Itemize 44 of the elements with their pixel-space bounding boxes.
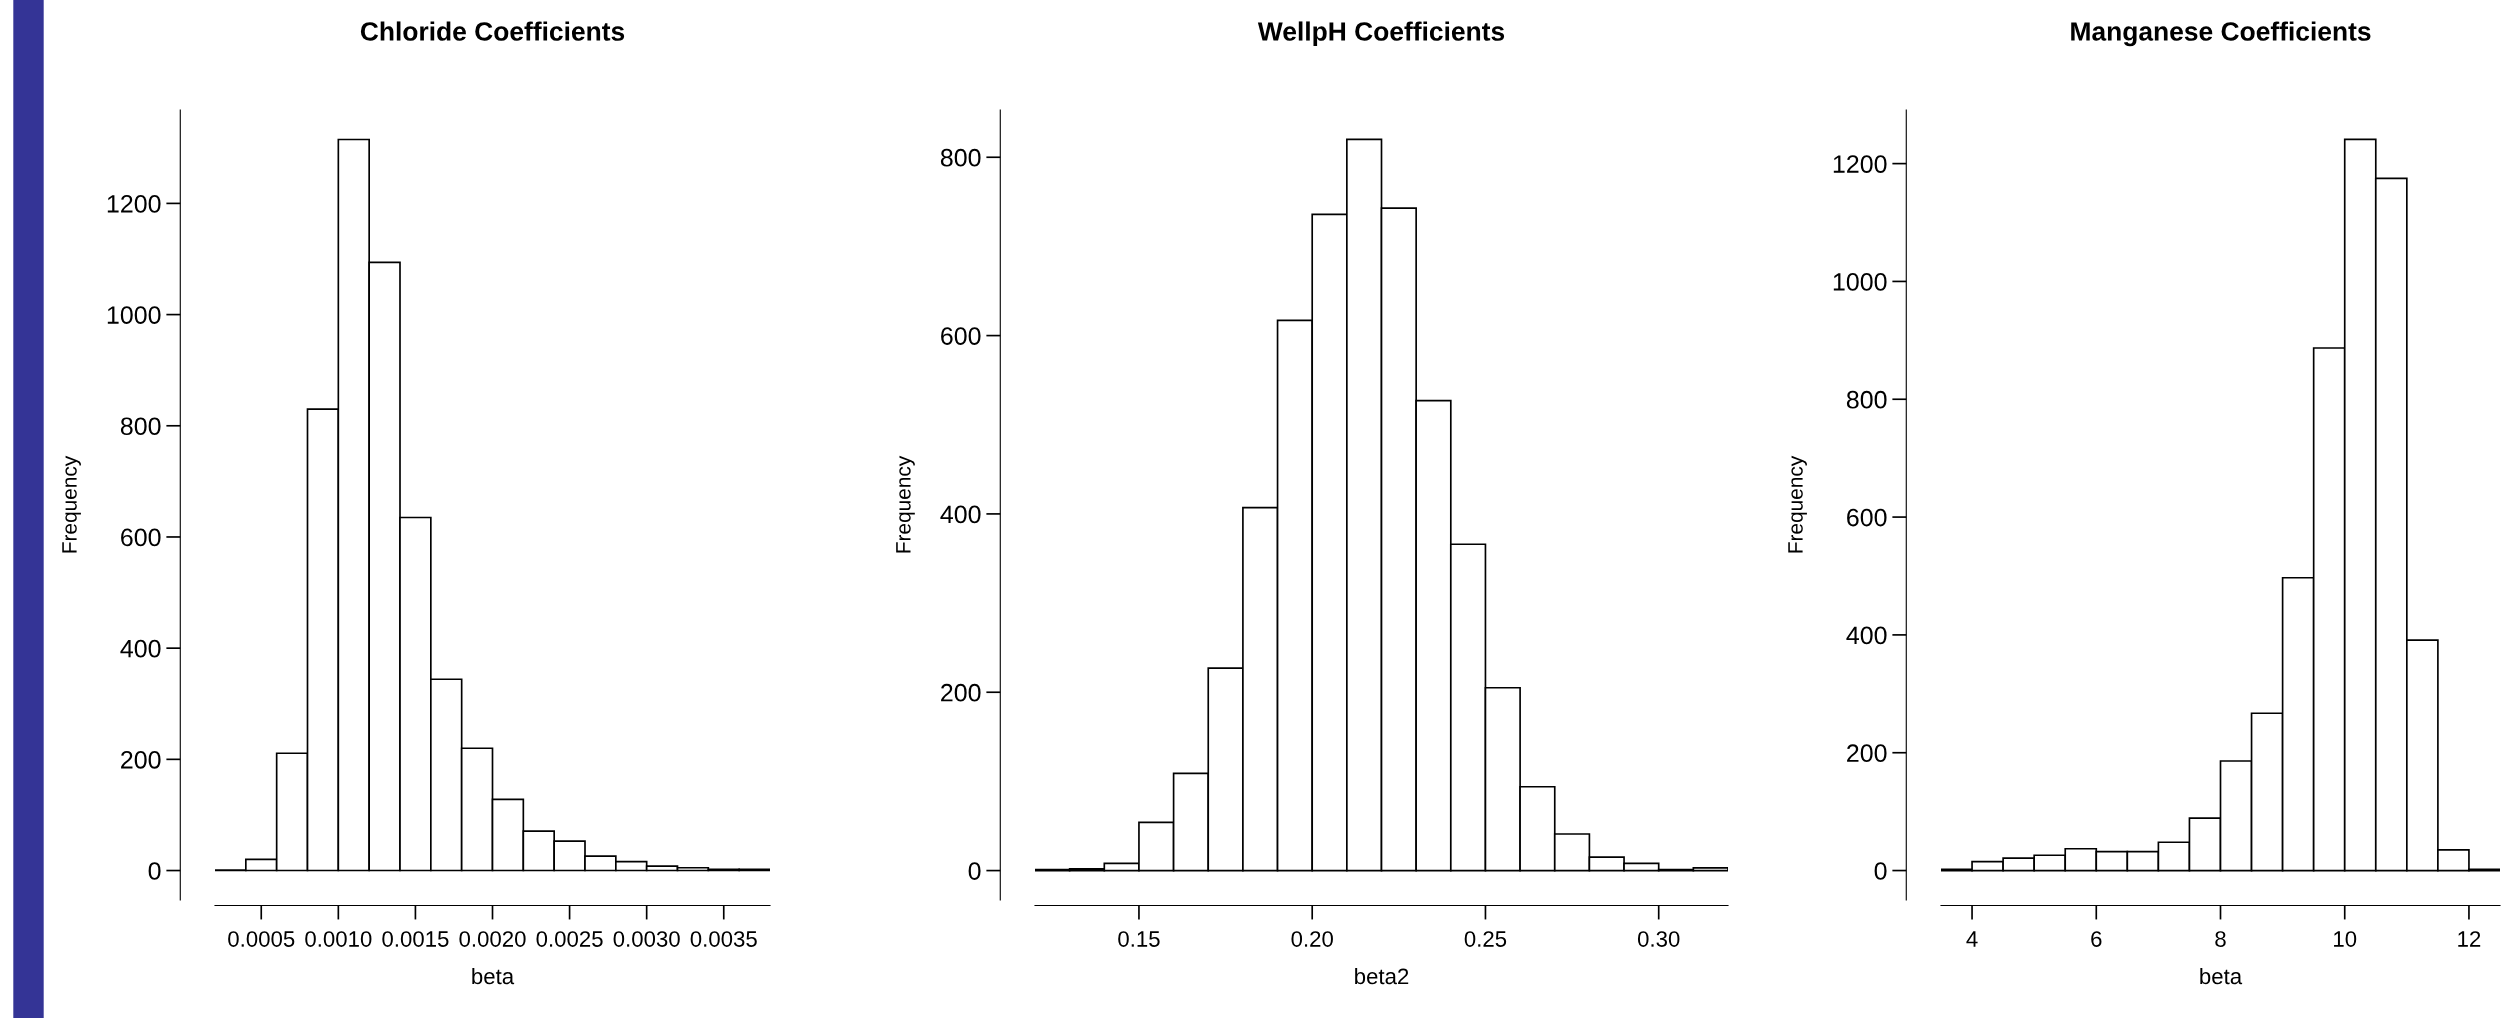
x-axis-title: beta [472,967,515,985]
x-axis-title: beta [2200,967,2243,985]
y-tick-label: 1000 [107,306,161,324]
chart-title: WellpH Coefficients [1257,21,1505,47]
x-tick-label: 0.0015 [382,931,449,947]
y-tick-label: 800 [940,148,981,167]
x-tick-label: 8 [2215,931,2226,947]
y-tick-label: 600 [1847,508,1887,527]
x-tick-label: 0.0010 [305,931,372,947]
x-tick-label: 0.20 [1291,931,1333,947]
y-tick-label: 1000 [1833,273,1887,291]
y-axis-title: Frequency [62,455,81,553]
chart-title: Chloride Coefficients [360,21,625,41]
y-tick-label: 1200 [107,195,161,213]
chart-title: Manganese Coefficients [2071,21,2371,47]
y-tick-label: 600 [941,327,981,345]
x-tick-label: 0.0025 [536,931,603,947]
y-tick-label: 200 [1847,744,1887,763]
y-tick-label: 400 [1846,626,1887,645]
y-tick-label: 400 [120,639,161,658]
y-tick-label: 400 [940,505,981,524]
x-tick-label: 12 [2458,931,2481,947]
x-tick-label: 10 [2334,931,2357,947]
y-tick-label: 0 [148,862,161,880]
x-tick-label: 6 [2091,931,2102,947]
y-axis-title: Frequency [1788,455,1807,553]
y-tick-label: 600 [121,528,161,547]
y-tick-label: 0 [1874,862,1887,880]
x-tick-label: 0.30 [1637,931,1680,947]
x-tick-label: 4 [1966,931,1978,947]
x-tick-label: 0.15 [1118,931,1160,947]
x-tick-label: 0.0030 [613,931,680,947]
x-tick-label: 0.0035 [690,931,757,947]
y-tick-label: 200 [121,750,161,769]
y-tick-label: 800 [1846,390,1887,409]
x-tick-label: 0.25 [1464,931,1507,947]
y-tick-label: 1200 [1833,155,1887,173]
x-axis-title: beta2 [1355,967,1409,985]
y-tick-label: 800 [120,417,161,436]
x-tick-label: 0.0020 [459,931,526,947]
y-tick-label: 0 [968,862,981,880]
x-tick-label: 0.0005 [228,931,295,947]
y-tick-label: 200 [941,683,981,702]
y-axis-title: Frequency [896,455,915,553]
